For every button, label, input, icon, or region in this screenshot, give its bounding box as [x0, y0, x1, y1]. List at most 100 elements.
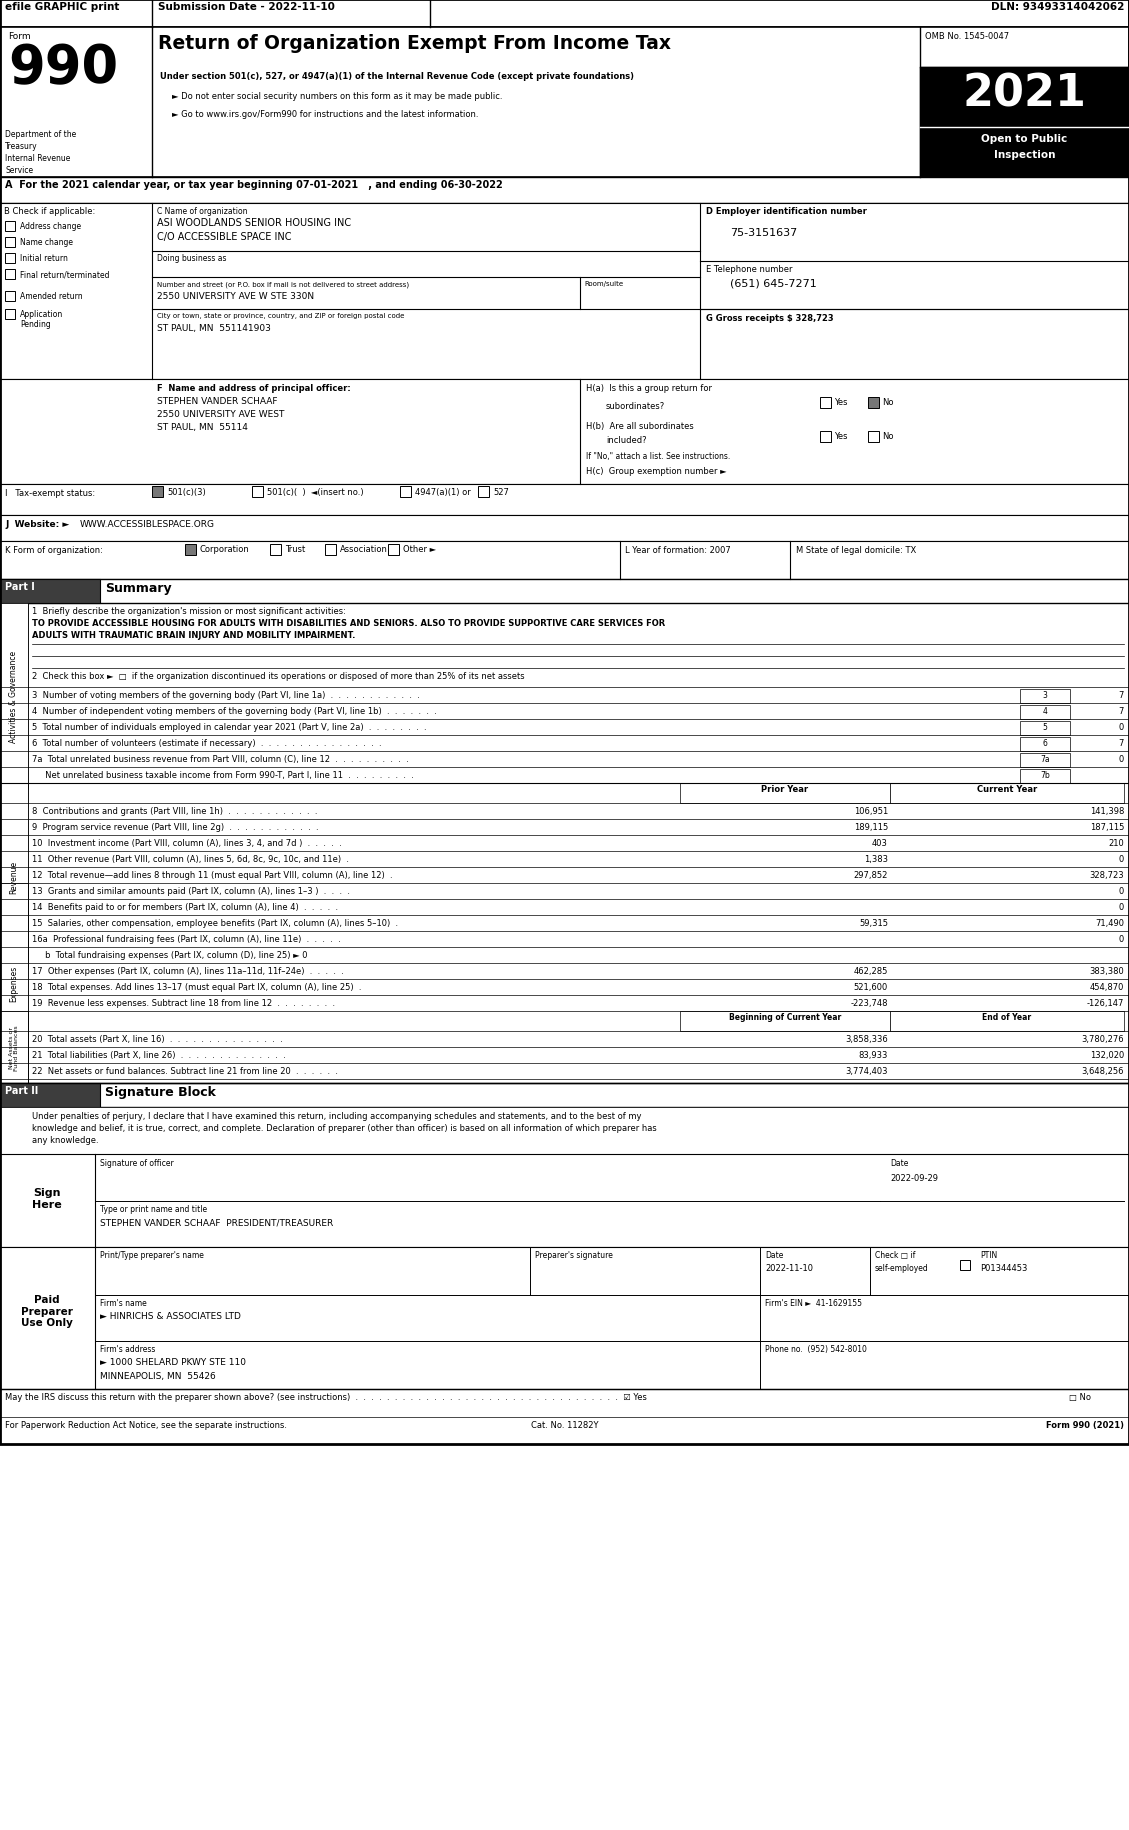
Text: ADULTS WITH TRAUMATIC BRAIN INJURY AND MOBILITY IMPAIRMENT.: ADULTS WITH TRAUMATIC BRAIN INJURY AND M…	[32, 631, 356, 640]
Text: Inspection: Inspection	[994, 150, 1056, 159]
Text: 990: 990	[8, 42, 119, 93]
Text: Signature Block: Signature Block	[105, 1085, 216, 1098]
Text: 16a  Professional fundraising fees (Part IX, column (A), line 11e)  .  .  .  .  : 16a Professional fundraising fees (Part …	[32, 935, 341, 944]
Text: ST PAUL, MN  551141903: ST PAUL, MN 551141903	[157, 324, 271, 333]
Text: 5  Total number of individuals employed in calendar year 2021 (Part V, line 2a) : 5 Total number of individuals employed i…	[32, 723, 427, 732]
Text: 141,398: 141,398	[1089, 807, 1124, 816]
Bar	[0, 1083, 100, 1107]
Text: 18  Total expenses. Add lines 13–17 (must equal Part IX, column (A), line 25)  .: 18 Total expenses. Add lines 13–17 (must…	[32, 983, 361, 992]
Bar	[680, 1012, 890, 1032]
Bar	[0, 0, 1129, 1444]
Text: 403: 403	[872, 838, 889, 847]
Bar	[680, 783, 890, 803]
Text: Sign
Here: Sign Here	[32, 1188, 62, 1210]
Text: 0: 0	[1119, 723, 1124, 732]
Text: Check □ if: Check □ if	[875, 1250, 916, 1259]
Bar	[185, 545, 196, 556]
Text: Internal Revenue: Internal Revenue	[5, 154, 70, 163]
Text: Initial return: Initial return	[20, 254, 68, 264]
Text: G Gross receipts $ 328,723: G Gross receipts $ 328,723	[706, 313, 833, 322]
Text: Under penalties of perjury, I declare that I have examined this return, includin: Under penalties of perjury, I declare th…	[32, 1111, 641, 1120]
Bar	[1019, 770, 1070, 783]
Text: J  Website: ►: J Website: ►	[5, 520, 69, 529]
Text: 132,020: 132,020	[1089, 1050, 1124, 1060]
Text: 462,285: 462,285	[854, 966, 889, 975]
Text: 187,115: 187,115	[1089, 822, 1124, 831]
Text: 83,933: 83,933	[859, 1050, 889, 1060]
Text: Association: Association	[340, 545, 388, 554]
Bar	[5, 269, 15, 280]
Text: 11  Other revenue (Part VIII, column (A), lines 5, 6d, 8c, 9c, 10c, and 11e)  .: 11 Other revenue (Part VIII, column (A),…	[32, 855, 349, 864]
Bar	[0, 542, 1129, 580]
Bar	[920, 68, 1129, 178]
Bar	[820, 432, 831, 443]
Text: 2021: 2021	[963, 71, 1086, 115]
Text: L Year of formation: 2007: L Year of formation: 2007	[625, 545, 730, 554]
Bar	[5, 254, 15, 264]
Text: 4  Number of independent voting members of the governing body (Part VI, line 1b): 4 Number of independent voting members o…	[32, 706, 437, 716]
Text: M State of legal domicile: TX: M State of legal domicile: TX	[796, 545, 917, 554]
Text: -223,748: -223,748	[850, 999, 889, 1008]
Text: STEPHEN VANDER SCHAAF  PRESIDENT/TREASURER: STEPHEN VANDER SCHAAF PRESIDENT/TREASURE…	[100, 1217, 333, 1226]
Text: Summary: Summary	[105, 582, 172, 595]
Text: Beginning of Current Year: Beginning of Current Year	[729, 1012, 841, 1021]
Text: 10  Investment income (Part VIII, column (A), lines 3, 4, and 7d )  .  .  .  .  : 10 Investment income (Part VIII, column …	[32, 838, 342, 847]
Text: 383,380: 383,380	[1089, 966, 1124, 975]
Text: Prior Year: Prior Year	[761, 785, 808, 794]
Text: 2022-09-29: 2022-09-29	[890, 1173, 938, 1182]
Text: 1,383: 1,383	[864, 855, 889, 864]
Text: H(a)  Is this a group return for: H(a) Is this a group return for	[586, 384, 712, 393]
Bar	[0, 1155, 1129, 1248]
Bar	[0, 884, 28, 1083]
Text: Firm's EIN ►  41-1629155: Firm's EIN ► 41-1629155	[765, 1297, 863, 1307]
Text: 501(c)(  )  ◄(insert no.): 501(c)( ) ◄(insert no.)	[266, 489, 364, 496]
Bar	[388, 545, 399, 556]
Text: Final return/terminated: Final return/terminated	[20, 269, 110, 278]
Text: Room/suite: Room/suite	[584, 280, 623, 287]
Text: 3,858,336: 3,858,336	[846, 1034, 889, 1043]
Text: DLN: 93493314042062: DLN: 93493314042062	[990, 2, 1124, 13]
Text: Print/Type preparer's name: Print/Type preparer's name	[100, 1250, 204, 1259]
Text: 0: 0	[1119, 935, 1124, 944]
Text: 3: 3	[1042, 690, 1048, 699]
Bar	[1019, 754, 1070, 767]
Text: Application
Pending: Application Pending	[20, 309, 63, 329]
Bar	[0, 604, 28, 789]
Text: F  Name and address of principal officer:: F Name and address of principal officer:	[157, 384, 351, 393]
Text: Expenses: Expenses	[9, 966, 18, 1001]
Text: knowledge and belief, it is true, correct, and complete. Declaration of preparer: knowledge and belief, it is true, correc…	[32, 1124, 657, 1133]
Text: Trust: Trust	[285, 545, 305, 554]
Bar	[0, 1107, 1129, 1155]
Text: Return of Organization Exempt From Income Tax: Return of Organization Exempt From Incom…	[158, 35, 671, 53]
Text: subordinates?: subordinates?	[606, 403, 665, 410]
Text: (651) 645-7271: (651) 645-7271	[730, 278, 816, 287]
Text: Form 990 (2021): Form 990 (2021)	[1045, 1420, 1124, 1429]
Text: 1  Briefly describe the organization's mission or most significant activities:: 1 Briefly describe the organization's mi…	[32, 608, 345, 615]
Text: 3,648,256: 3,648,256	[1082, 1067, 1124, 1076]
Text: 0: 0	[1119, 754, 1124, 763]
Text: ► Do not enter social security numbers on this form as it may be made public.: ► Do not enter social security numbers o…	[172, 92, 502, 101]
Text: Under section 501(c), 527, or 4947(a)(1) of the Internal Revenue Code (except pr: Under section 501(c), 527, or 4947(a)(1)…	[160, 71, 634, 81]
Bar	[270, 545, 281, 556]
Text: □ No: □ No	[1069, 1393, 1091, 1402]
Text: Cat. No. 11282Y: Cat. No. 11282Y	[531, 1420, 598, 1429]
Text: Date: Date	[765, 1250, 784, 1259]
Text: 7: 7	[1119, 739, 1124, 748]
Bar	[400, 487, 411, 498]
Text: Yes: Yes	[834, 432, 848, 441]
Text: WWW.ACCESSIBLESPACE.ORG: WWW.ACCESSIBLESPACE.ORG	[80, 520, 215, 529]
Bar	[0, 178, 1129, 203]
Bar	[1019, 706, 1070, 719]
Text: OMB No. 1545-0047: OMB No. 1545-0047	[925, 31, 1009, 40]
Text: 71,490: 71,490	[1095, 919, 1124, 928]
Text: Firm's address: Firm's address	[100, 1345, 156, 1352]
Bar	[868, 432, 879, 443]
Bar	[0, 485, 1129, 516]
Text: 14  Benefits paid to or for members (Part IX, column (A), line 4)  .  .  .  .  .: 14 Benefits paid to or for members (Part…	[32, 902, 338, 911]
Bar	[960, 1261, 970, 1270]
Text: 12  Total revenue—add lines 8 through 11 (must equal Part VIII, column (A), line: 12 Total revenue—add lines 8 through 11 …	[32, 871, 393, 880]
Bar	[325, 545, 336, 556]
Text: Net Assets or
Fund Balances: Net Assets or Fund Balances	[9, 1025, 19, 1071]
Text: 4947(a)(1) or: 4947(a)(1) or	[415, 489, 471, 496]
Bar	[0, 580, 100, 604]
